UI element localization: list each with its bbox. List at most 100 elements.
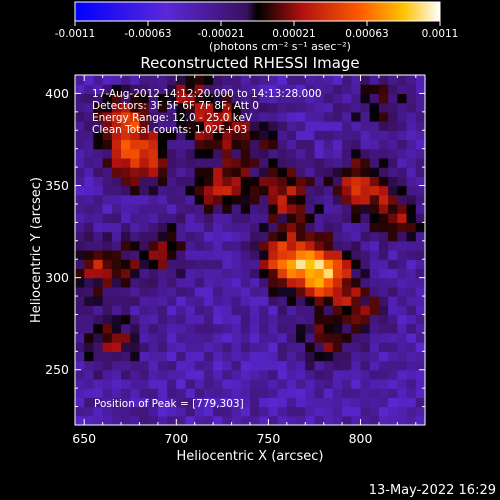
heatmap-cell (222, 314, 233, 325)
heatmap-cell (167, 84, 177, 95)
heatmap-cell (102, 176, 113, 187)
heatmap-cell (323, 130, 334, 141)
heatmap-cell (93, 305, 104, 316)
heatmap-cell (185, 213, 196, 223)
heatmap-cell (397, 250, 408, 260)
heatmap-cell (130, 286, 141, 297)
heatmap-cell (415, 277, 425, 288)
heatmap-cell (240, 286, 251, 297)
heatmap-cell (360, 369, 371, 380)
heatmap-cell (84, 277, 95, 288)
heatmap-cell (167, 222, 177, 233)
heatmap-cell (84, 194, 95, 205)
heatmap-cell (323, 259, 334, 270)
heatmap-cell (378, 231, 389, 242)
heatmap-cell (296, 351, 306, 362)
heatmap-cell (157, 360, 168, 371)
heatmap-cell (342, 167, 352, 177)
heatmap-cell (286, 323, 297, 334)
heatmap-cell (415, 397, 425, 408)
heatmap-cell (277, 111, 288, 122)
heatmap-cell (157, 378, 168, 389)
heatmap-cell (360, 332, 371, 343)
heatmap-cell (332, 397, 343, 408)
heatmap-cell (102, 130, 113, 141)
heatmap-cell (277, 121, 288, 131)
heatmap-cell (323, 268, 334, 279)
heatmap-cell (332, 415, 343, 425)
heatmap-cell (231, 259, 242, 270)
annotation-block: 17-Aug-2012 14:12:20.000 to 14:13:28.000… (92, 88, 322, 136)
heatmap-cell (296, 369, 306, 380)
heatmap-cell (286, 203, 297, 214)
heatmap-cell (250, 259, 260, 270)
heatmap-cell (378, 222, 389, 233)
heatmap-cell (323, 332, 334, 343)
heatmap-cell (84, 314, 95, 325)
heatmap-cell (388, 148, 398, 159)
heatmap-cell (415, 342, 425, 352)
heatmap-cell (75, 185, 85, 196)
heatmap-cell (111, 286, 122, 297)
heatmap-cell (296, 268, 306, 279)
heatmap-cell (342, 194, 352, 205)
heatmap-cell (250, 240, 260, 251)
heatmap-cell (167, 342, 177, 352)
heatmap-cell (388, 121, 398, 131)
heatmap-cell (121, 369, 131, 380)
heatmap-cell (351, 176, 362, 187)
heatmap-cell (286, 250, 297, 260)
heatmap-cell (250, 203, 260, 214)
heatmap-cell (213, 259, 223, 270)
heatmap-cell (203, 213, 214, 223)
heatmap-cell (314, 84, 325, 95)
heatmap-cell (130, 240, 141, 251)
heatmap-cell (332, 111, 343, 122)
heatmap-cell (111, 314, 122, 325)
heatmap-cell (323, 388, 334, 398)
heatmap-cell (231, 332, 242, 343)
heatmap-cell (75, 148, 85, 159)
heatmap-cell (167, 323, 177, 334)
heatmap-cell (157, 213, 168, 223)
heatmap-cell (415, 314, 425, 325)
heatmap-cell (157, 203, 168, 214)
heatmap-cell (157, 342, 168, 352)
heatmap-cell (84, 259, 95, 270)
heatmap-cell (332, 268, 343, 279)
heatmap-cell (139, 84, 150, 95)
heatmap-cell (167, 277, 177, 288)
heatmap-cell (268, 148, 279, 159)
heatmap-cell (167, 259, 177, 270)
heatmap-cell (342, 268, 352, 279)
heatmap-cell (203, 388, 214, 398)
heatmap-cell (305, 102, 316, 113)
heatmap-cell (286, 314, 297, 325)
heatmap-cell (415, 351, 425, 362)
heatmap-cell (231, 314, 242, 325)
heatmap-cell (342, 305, 352, 316)
heatmap-cell (296, 213, 306, 223)
heatmap-cell (323, 360, 334, 371)
colorbar-tick-label: 0.0011 (422, 28, 459, 40)
heatmap-cell (102, 121, 113, 131)
heatmap-cell (406, 130, 417, 141)
heatmap-cell (342, 323, 352, 334)
heatmap-cell (314, 277, 325, 288)
heatmap-cell (259, 323, 270, 334)
heatmap-cell (351, 388, 362, 398)
heatmap-cell (259, 351, 270, 362)
heatmap-cell (415, 378, 425, 389)
heatmap-cell (148, 139, 159, 150)
heatmap-cell (111, 388, 122, 398)
heatmap-cell (397, 277, 408, 288)
heatmap-cell (296, 415, 306, 425)
heatmap-cell (259, 259, 270, 270)
heatmap-cell (203, 203, 214, 214)
heatmap-cell (259, 268, 270, 279)
heatmap-cell (277, 130, 288, 141)
heatmap-cell (139, 194, 150, 205)
heatmap-cell (332, 305, 343, 316)
heatmap-cell (314, 157, 325, 168)
heatmap-cell (194, 323, 205, 334)
